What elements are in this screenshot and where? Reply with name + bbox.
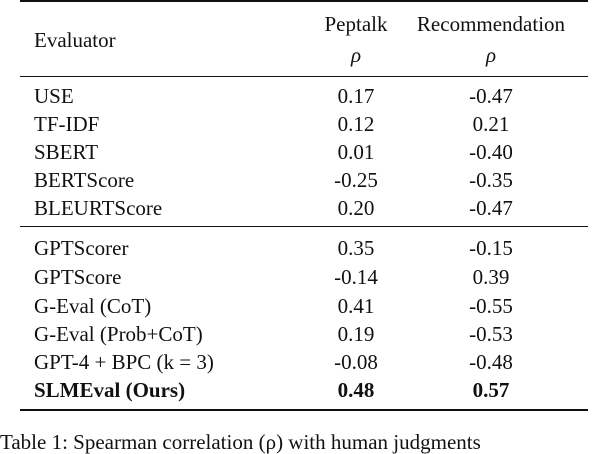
row-peptalk: -0.14	[334, 265, 378, 289]
group-rule	[20, 226, 588, 227]
row-peptalk: 0.01	[337, 140, 375, 164]
row-peptalk: 0.41	[337, 294, 375, 318]
header-peptalk-metric: ρ	[350, 43, 362, 67]
row-evaluator: TF-IDF	[34, 112, 100, 136]
row-recommendation: -0.47	[469, 196, 513, 220]
row-recommendation: -0.48	[469, 350, 513, 374]
row-evaluator: G-Eval (Prob+CoT)	[34, 322, 203, 346]
row-evaluator: BLEURTScore	[34, 196, 163, 220]
row-peptalk-ours: 0.48	[337, 378, 375, 402]
row-evaluator: GPTScorer	[34, 236, 129, 260]
row-recommendation: -0.35	[469, 168, 513, 192]
row-evaluator: SBERT	[34, 140, 99, 164]
row-recommendation: -0.15	[469, 236, 513, 260]
table-caption: Table 1: Spearman correlation (ρ) with h…	[0, 430, 481, 454]
header-peptalk: Peptalk	[324, 12, 388, 36]
row-evaluator: BERTScore	[34, 168, 135, 192]
header-rule	[20, 76, 588, 77]
row-evaluator: GPT-4 + BPC (k = 3)	[34, 350, 214, 374]
row-recommendation: 0.21	[472, 112, 510, 136]
row-peptalk: 0.19	[337, 322, 375, 346]
row-evaluator-ours: SLMEval (Ours)	[34, 378, 186, 402]
row-evaluator: USE	[34, 84, 74, 108]
header-recommendation-metric: ρ	[485, 43, 497, 67]
header-evaluator: Evaluator	[34, 28, 116, 52]
row-recommendation: -0.47	[469, 84, 513, 108]
row-peptalk: -0.25	[334, 168, 378, 192]
row-recommendation: 0.39	[472, 265, 510, 289]
row-evaluator: G-Eval (CoT)	[34, 294, 152, 318]
row-recommendation-ours: 0.57	[472, 378, 510, 402]
header-recommendation: Recommendation	[416, 12, 566, 36]
row-peptalk: 0.12	[337, 112, 375, 136]
row-peptalk: -0.08	[334, 350, 378, 374]
row-evaluator: GPTScore	[34, 265, 122, 289]
row-recommendation: -0.40	[469, 140, 513, 164]
row-recommendation: -0.55	[469, 294, 513, 318]
bottom-rule	[20, 409, 588, 411]
row-peptalk: 0.20	[337, 196, 375, 220]
top-rule	[20, 0, 588, 2]
row-peptalk: 0.35	[337, 236, 375, 260]
row-recommendation: -0.53	[469, 322, 513, 346]
row-peptalk: 0.17	[337, 84, 375, 108]
